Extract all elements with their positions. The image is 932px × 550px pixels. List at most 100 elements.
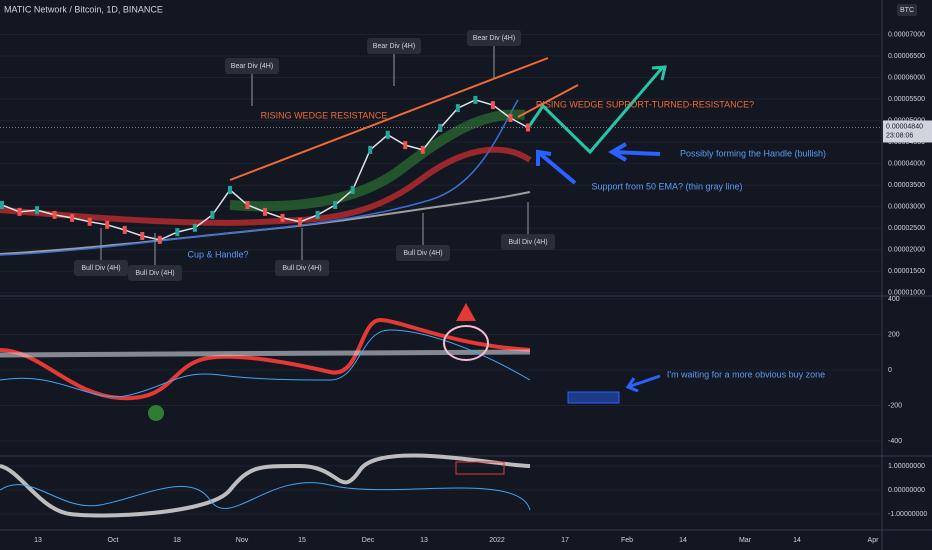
buy-zone [567,391,620,404]
candle [245,200,250,209]
y-tick-label: 0.00003500 [888,182,925,189]
candle [350,185,355,194]
callout-box [396,245,450,261]
callout: Bull Div (4H) [403,250,442,257]
x-tick-label: Nov [236,537,249,544]
y-tick-label: -400 [888,438,902,445]
x-tick-label: 15 [298,537,306,544]
candle [122,225,127,234]
x-tick-label: 14 [679,537,687,544]
x-tick-label: 13 [34,537,42,544]
candle [385,130,390,139]
candle [508,114,513,122]
callout-box [467,30,521,46]
y-tick-label: 200 [888,331,900,338]
arrow [607,142,661,162]
candle [263,207,267,216]
candle [403,141,408,150]
x-tick-label: Dec [362,537,375,544]
wedge-resistance [229,57,549,181]
candle [52,210,57,219]
candle [420,145,425,154]
blue-ma [0,99,519,256]
candle [140,232,145,240]
projection-arrow [526,65,667,155]
y-tick-label: 0.00005500 [888,96,925,103]
x-tick-label: Feb [621,537,633,544]
arrow [625,374,661,393]
callout: Bull Div (4H) [508,239,547,246]
last-price: 0.00004840 [886,123,923,130]
y-tick-label: -200 [888,402,902,409]
candle [175,228,180,237]
badge-text: BTC [900,7,914,14]
wedge-support [517,84,579,118]
callout: Bull Div (4H) [282,265,321,272]
annotation: RISING WEDGE SUPPORT-TURNED-RESISTANCE? [536,99,754,109]
y-tick-label: 0.00007000 [888,31,925,38]
warning-icon [456,303,476,321]
x-tick-label: Mar [739,537,752,544]
candle [105,220,110,229]
callout-box [74,260,128,276]
callout-box [225,58,279,74]
callout-box [367,38,421,54]
annotation: Cup & Handle? [187,249,248,259]
badge [897,4,917,16]
y-tick-label: 0.00002500 [888,225,925,232]
x-tick-label: 2022 [489,537,505,544]
countdown: 23:08:06 [886,132,913,139]
candle [368,145,373,154]
callout-box [275,260,329,276]
y-tick-label: 0.00006500 [888,53,925,60]
candle [333,200,338,209]
y-tick-label: 0.00002000 [888,247,925,254]
candle [438,123,443,132]
osc-line [0,349,531,358]
callout: Bull Div (4H) [135,270,174,277]
arrow [536,149,577,185]
callout: Bear Div (4H) [231,63,273,70]
annotation: Possibly forming the Handle (bullish) [680,148,826,158]
callout: Bear Div (4H) [473,35,515,42]
ribbon [229,109,526,212]
last-price-box [883,120,932,143]
annotation: RISING WEDGE RESISTANCE [261,110,388,120]
y-tick-label: 1.00000000 [888,463,925,470]
x-tick-label: 17 [561,537,569,544]
y-tick-label: 0.00001000 [888,290,925,297]
check-icon [148,405,164,421]
y-tick-label: 0 [888,367,892,374]
highlight [443,325,489,361]
candle [35,206,40,215]
x-tick-label: 14 [793,537,801,544]
y-tick-label: 0.00004000 [888,160,925,167]
y-tick-label: -1.00000000 [888,511,927,518]
candle [227,185,232,194]
candle [192,223,197,232]
highlight-box [455,461,505,475]
annotation: I'm waiting for a more obvious buy zone [667,369,825,379]
y-tick-label: 400 [888,296,900,303]
annotation: Support from 50 EMA? (thin gray line) [591,181,742,191]
x-tick-label: 13 [420,537,428,544]
candle [473,95,478,104]
y-tick-label: 0.00006000 [888,74,925,81]
candle [280,213,285,222]
candle [70,213,75,222]
candle [455,104,460,113]
candle [298,217,303,226]
candle [210,210,215,219]
chart-title: MATIC Network / Bitcoin, 1D, BINANCE [4,4,163,14]
candle [17,207,22,216]
callout-box [501,234,555,250]
osc-line [0,329,531,398]
candle [157,235,162,244]
x-tick-label: Oct [108,537,119,544]
osc2-line [0,482,531,511]
y-tick-label: 0.00001500 [888,268,925,275]
y-tick-label: 0.00000000 [888,487,925,494]
callout-box [128,265,182,281]
y-tick-label: 0.00003000 [888,204,925,211]
